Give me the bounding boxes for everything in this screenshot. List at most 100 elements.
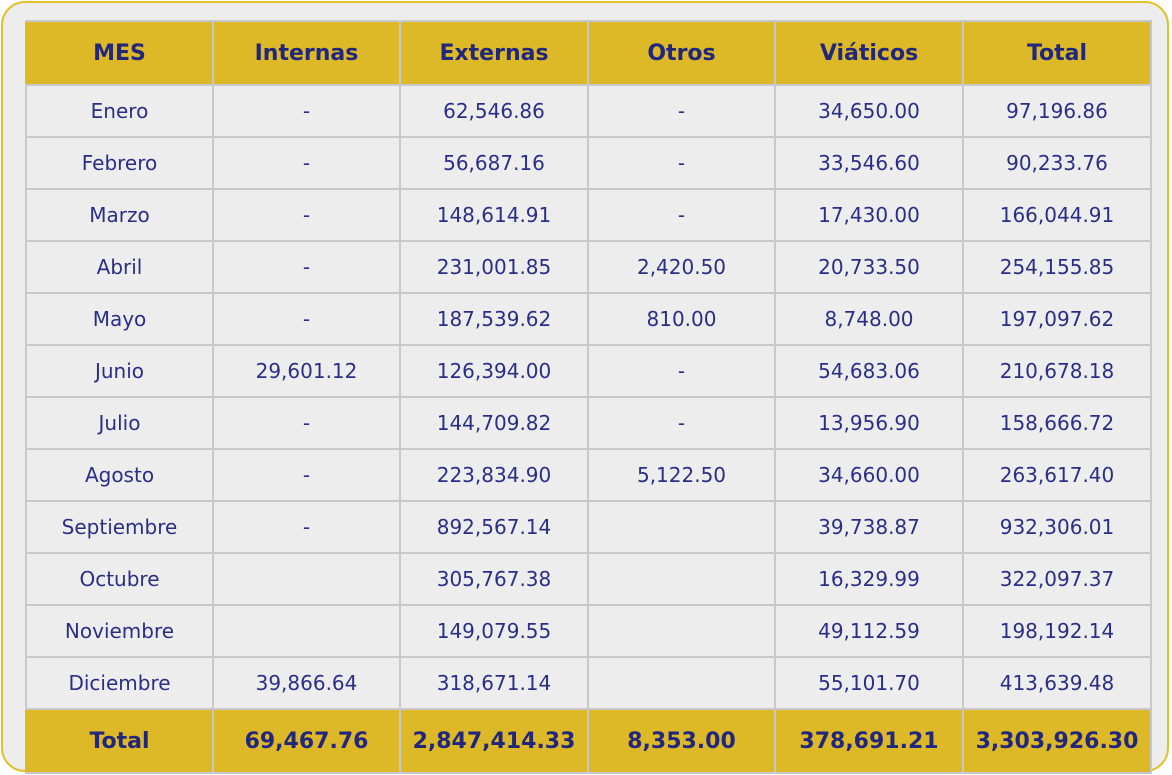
cell-mes: Abril xyxy=(25,240,214,294)
table-row: Marzo - 148,614.91 - 17,430.00 166,044.9… xyxy=(25,188,1152,242)
table-row: Octubre 305,767.38 16,329.99 322,097.37 xyxy=(25,552,1152,606)
cell-total: 322,097.37 xyxy=(962,552,1152,606)
cell-externas: 187,539.62 xyxy=(399,292,589,346)
cell-mes: Julio xyxy=(25,396,214,450)
cell-viaticos: 34,660.00 xyxy=(774,448,964,502)
cell-mes: Junio xyxy=(25,344,214,398)
cell-otros: 2,420.50 xyxy=(587,240,776,294)
cell-mes: Octubre xyxy=(25,552,214,606)
table-row: Febrero - 56,687.16 - 33,546.60 90,233.7… xyxy=(25,136,1152,190)
cell-otros: 810.00 xyxy=(587,292,776,346)
cell-otros xyxy=(587,656,776,710)
cell-internas: - xyxy=(212,188,401,242)
cell-externas: 305,767.38 xyxy=(399,552,589,606)
cell-total: 97,196.86 xyxy=(962,84,1152,138)
cell-viaticos: 16,329.99 xyxy=(774,552,964,606)
total-row: Total 69,467.76 2,847,414.33 8,353.00 37… xyxy=(25,708,1152,774)
total-externas: 2,847,414.33 xyxy=(399,708,589,774)
cell-otros: - xyxy=(587,188,776,242)
cell-internas: - xyxy=(212,500,401,554)
cell-total: 210,678.18 xyxy=(962,344,1152,398)
cell-externas: 892,567.14 xyxy=(399,500,589,554)
total-otros: 8,353.00 xyxy=(587,708,776,774)
cell-total: 166,044.91 xyxy=(962,188,1152,242)
cell-mes: Enero xyxy=(25,84,214,138)
table-row: Noviembre 149,079.55 49,112.59 198,192.1… xyxy=(25,604,1152,658)
cell-total: 198,192.14 xyxy=(962,604,1152,658)
header-total: Total xyxy=(962,20,1152,86)
expenses-table: MES Internas Externas Otros Viáticos Tot… xyxy=(25,20,1152,774)
total-viaticos: 378,691.21 xyxy=(774,708,964,774)
cell-otros: 5,122.50 xyxy=(587,448,776,502)
cell-viaticos: 54,683.06 xyxy=(774,344,964,398)
cell-externas: 318,671.14 xyxy=(399,656,589,710)
header-row: MES Internas Externas Otros Viáticos Tot… xyxy=(25,20,1152,86)
table-row: Mayo - 187,539.62 810.00 8,748.00 197,09… xyxy=(25,292,1152,346)
cell-viaticos: 20,733.50 xyxy=(774,240,964,294)
cell-mes: Agosto xyxy=(25,448,214,502)
cell-internas xyxy=(212,604,401,658)
cell-internas: - xyxy=(212,292,401,346)
cell-internas: - xyxy=(212,136,401,190)
header-otros: Otros xyxy=(587,20,776,86)
cell-viaticos: 49,112.59 xyxy=(774,604,964,658)
cell-internas: - xyxy=(212,240,401,294)
cell-internas: - xyxy=(212,84,401,138)
cell-viaticos: 39,738.87 xyxy=(774,500,964,554)
cell-mes: Noviembre xyxy=(25,604,214,658)
cell-mes: Marzo xyxy=(25,188,214,242)
header-internas: Internas xyxy=(212,20,401,86)
header-mes: MES xyxy=(25,20,214,86)
cell-externas: 148,614.91 xyxy=(399,188,589,242)
table-row: Agosto - 223,834.90 5,122.50 34,660.00 2… xyxy=(25,448,1152,502)
header-viaticos: Viáticos xyxy=(774,20,964,86)
cell-otros xyxy=(587,604,776,658)
cell-mes: Mayo xyxy=(25,292,214,346)
cell-otros: - xyxy=(587,136,776,190)
cell-internas: - xyxy=(212,448,401,502)
cell-mes: Febrero xyxy=(25,136,214,190)
cell-externas: 126,394.00 xyxy=(399,344,589,398)
total-label: Total xyxy=(25,708,214,774)
cell-total: 158,666.72 xyxy=(962,396,1152,450)
cell-viaticos: 33,546.60 xyxy=(774,136,964,190)
header-externas: Externas xyxy=(399,20,589,86)
cell-otros: - xyxy=(587,396,776,450)
cell-externas: 56,687.16 xyxy=(399,136,589,190)
cell-mes: Diciembre xyxy=(25,656,214,710)
table-row: Junio 29,601.12 126,394.00 - 54,683.06 2… xyxy=(25,344,1152,398)
cell-externas: 223,834.90 xyxy=(399,448,589,502)
cell-viaticos: 55,101.70 xyxy=(774,656,964,710)
table-row: Julio - 144,709.82 - 13,956.90 158,666.7… xyxy=(25,396,1152,450)
cell-externas: 231,001.85 xyxy=(399,240,589,294)
cell-viaticos: 34,650.00 xyxy=(774,84,964,138)
cell-viaticos: 13,956.90 xyxy=(774,396,964,450)
table-row: Abril - 231,001.85 2,420.50 20,733.50 25… xyxy=(25,240,1152,294)
cell-internas: 39,866.64 xyxy=(212,656,401,710)
cell-mes: Septiembre xyxy=(25,500,214,554)
cell-otros xyxy=(587,552,776,606)
cell-externas: 149,079.55 xyxy=(399,604,589,658)
table-row: Septiembre - 892,567.14 39,738.87 932,30… xyxy=(25,500,1152,554)
table-row: Diciembre 39,866.64 318,671.14 55,101.70… xyxy=(25,656,1152,710)
cell-total: 254,155.85 xyxy=(962,240,1152,294)
cell-total: 413,639.48 xyxy=(962,656,1152,710)
cell-externas: 62,546.86 xyxy=(399,84,589,138)
cell-otros: - xyxy=(587,344,776,398)
cell-otros: - xyxy=(587,84,776,138)
cell-otros xyxy=(587,500,776,554)
table-row: Enero - 62,546.86 - 34,650.00 97,196.86 xyxy=(25,84,1152,138)
cell-externas: 144,709.82 xyxy=(399,396,589,450)
cell-total: 90,233.76 xyxy=(962,136,1152,190)
cell-total: 932,306.01 xyxy=(962,500,1152,554)
cell-internas: 29,601.12 xyxy=(212,344,401,398)
total-total: 3,303,926.30 xyxy=(962,708,1152,774)
cell-viaticos: 17,430.00 xyxy=(774,188,964,242)
cell-internas xyxy=(212,552,401,606)
total-internas: 69,467.76 xyxy=(212,708,401,774)
cell-total: 263,617.40 xyxy=(962,448,1152,502)
cell-viaticos: 8,748.00 xyxy=(774,292,964,346)
cell-internas: - xyxy=(212,396,401,450)
cell-total: 197,097.62 xyxy=(962,292,1152,346)
